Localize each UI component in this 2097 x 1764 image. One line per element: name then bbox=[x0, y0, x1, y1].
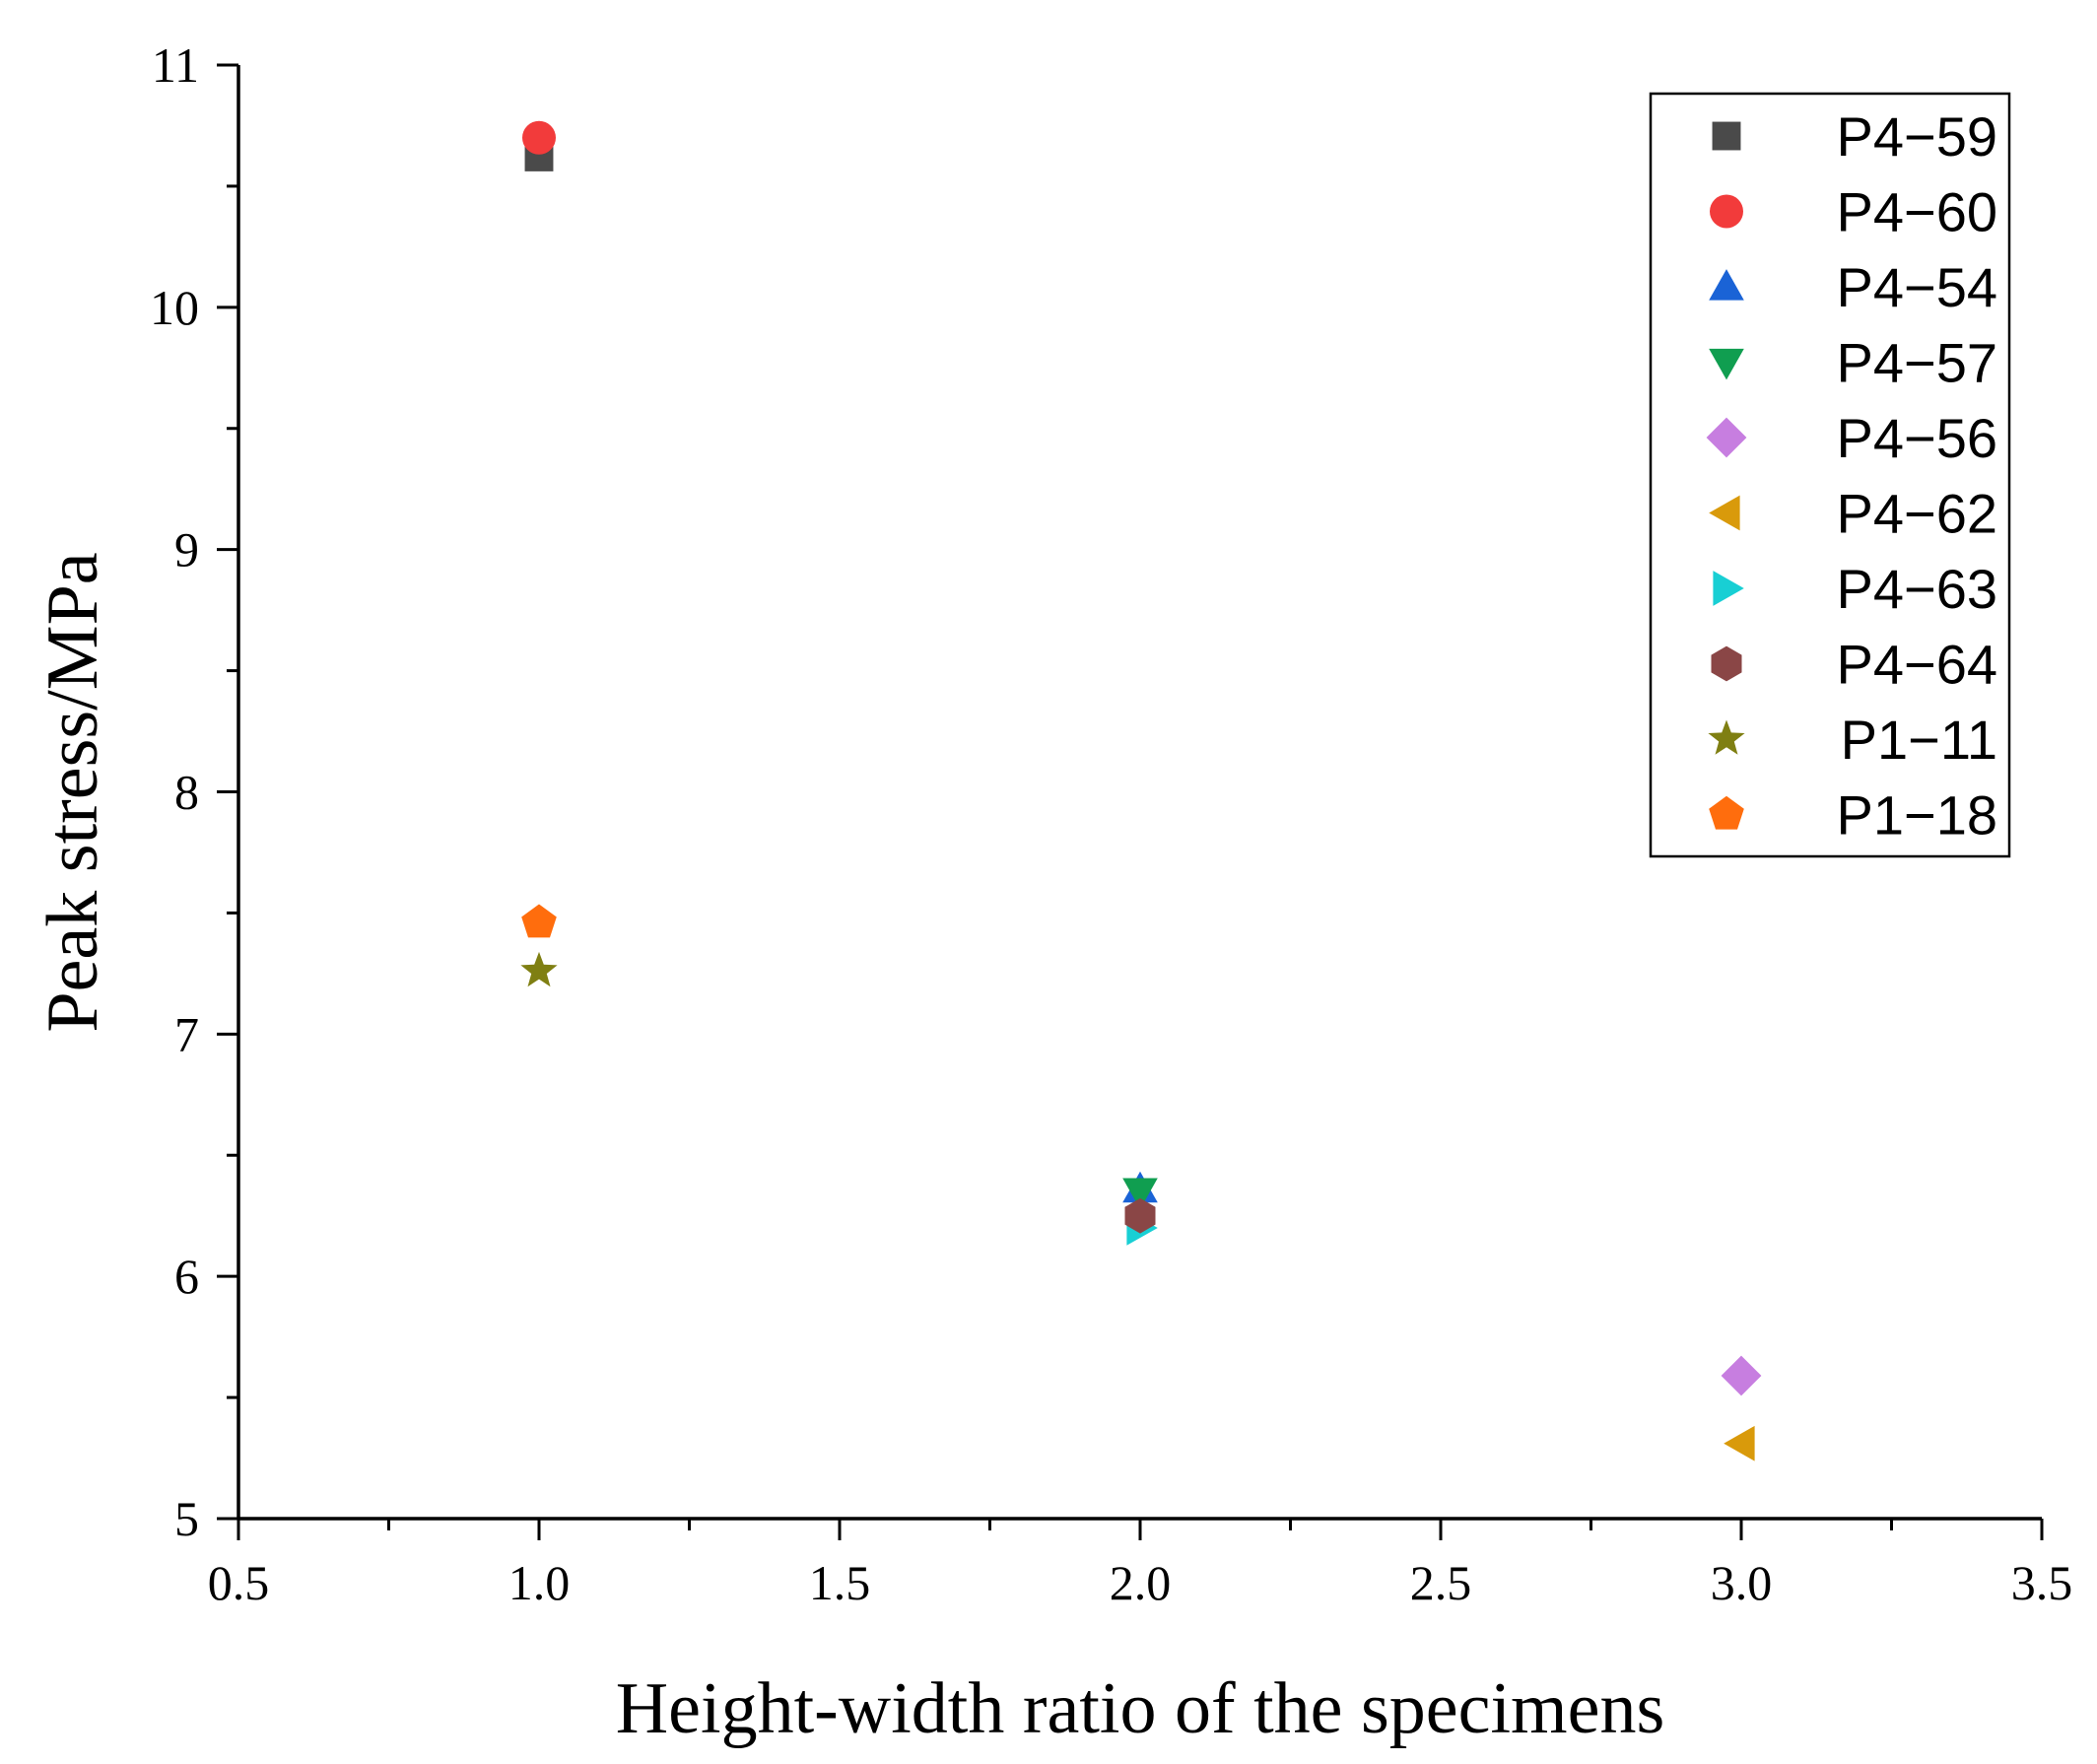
y-tick-label: 5 bbox=[174, 1491, 199, 1546]
legend-item-p4-57: P4−57 bbox=[1709, 332, 1997, 394]
x-tick-label: 2.0 bbox=[1110, 1555, 1172, 1610]
x-ticks: 0.5 1.0 1.5 2.0 2.5 3.0 3.5 bbox=[208, 1519, 2073, 1610]
legend-item-p1-18: P1−18 bbox=[1709, 784, 1997, 847]
legend-label: P4−57 bbox=[1837, 332, 1998, 394]
legend-item-p4-62: P4−62 bbox=[1709, 483, 1997, 545]
y-tick-label: 8 bbox=[174, 765, 199, 820]
legend-item-p4-63: P4−63 bbox=[1713, 558, 1997, 620]
legend-item-p4-56: P4−56 bbox=[1706, 407, 1998, 469]
legend-label: P4−62 bbox=[1837, 483, 1998, 545]
legend-label: P4−59 bbox=[1837, 105, 1998, 168]
legend-item-p4-64: P4−64 bbox=[1711, 634, 1998, 696]
legend-item-p4-60: P4−60 bbox=[1710, 181, 1997, 243]
legend-item-p1-11: P1−11 bbox=[1708, 709, 1997, 771]
legend-item-p4-59: P4−59 bbox=[1712, 105, 1998, 168]
x-tick-label: 3.5 bbox=[2011, 1555, 2073, 1610]
point-p4-62 bbox=[1724, 1425, 1755, 1461]
point-p1-11 bbox=[520, 951, 558, 987]
legend-marker-p4-59 bbox=[1712, 121, 1741, 151]
x-tick-label: 1.5 bbox=[809, 1555, 871, 1610]
legend-marker-p1-11 bbox=[1708, 719, 1745, 755]
legend: P4−59 P4−60 P4−54 P4−57 P4−56 P4−62 P4−63 P4−64… bbox=[1649, 92, 2011, 858]
x-axis-title: Height-width ratio of the specimens bbox=[616, 1668, 1665, 1749]
point-p4-56 bbox=[1721, 1355, 1762, 1396]
point-p4-60 bbox=[522, 120, 556, 155]
legend-marker-p4-64 bbox=[1711, 645, 1742, 682]
legend-label: P1−11 bbox=[1841, 709, 1997, 771]
legend-marker-p4-57 bbox=[1709, 348, 1744, 380]
legend-label: P4−56 bbox=[1837, 407, 1998, 469]
legend-box bbox=[1649, 92, 2011, 858]
point-p4-57 bbox=[1122, 1178, 1158, 1209]
legend-marker-p4-60 bbox=[1710, 194, 1743, 229]
legend-marker-p1-18 bbox=[1709, 795, 1744, 830]
y-tick-label: 6 bbox=[174, 1249, 199, 1304]
x-tick-label: 2.5 bbox=[1410, 1555, 1472, 1610]
x-tick-label: 0.5 bbox=[208, 1555, 270, 1610]
legend-marker-p4-63 bbox=[1713, 571, 1744, 606]
y-ticks: 5 6 7 8 9 10 11 bbox=[150, 37, 238, 1546]
legend-label: P1−18 bbox=[1837, 784, 1998, 847]
x-tick-label: 1.0 bbox=[508, 1555, 571, 1610]
legend-label: P4−60 bbox=[1837, 181, 1998, 243]
point-p1-18 bbox=[521, 904, 557, 938]
legend-marker-p4-54 bbox=[1709, 269, 1744, 301]
legend-label: P4−64 bbox=[1837, 634, 1998, 696]
x-tick-label: 3.0 bbox=[1711, 1555, 1773, 1610]
y-axis-title: Peak stress/MPa bbox=[33, 552, 113, 1032]
legend-label: P4−63 bbox=[1837, 558, 1998, 620]
y-tick-label: 9 bbox=[174, 522, 199, 577]
y-tick-label: 7 bbox=[174, 1006, 199, 1061]
y-tick-label: 11 bbox=[152, 37, 199, 93]
legend-marker-p4-62 bbox=[1709, 495, 1740, 531]
legend-label: P4−54 bbox=[1837, 256, 1998, 318]
y-tick-label: 10 bbox=[150, 280, 199, 335]
legend-item-p4-54: P4−54 bbox=[1709, 256, 1997, 318]
point-p4-64 bbox=[1124, 1197, 1156, 1234]
legend-marker-p4-56 bbox=[1706, 417, 1747, 458]
data-points bbox=[520, 120, 1762, 1461]
